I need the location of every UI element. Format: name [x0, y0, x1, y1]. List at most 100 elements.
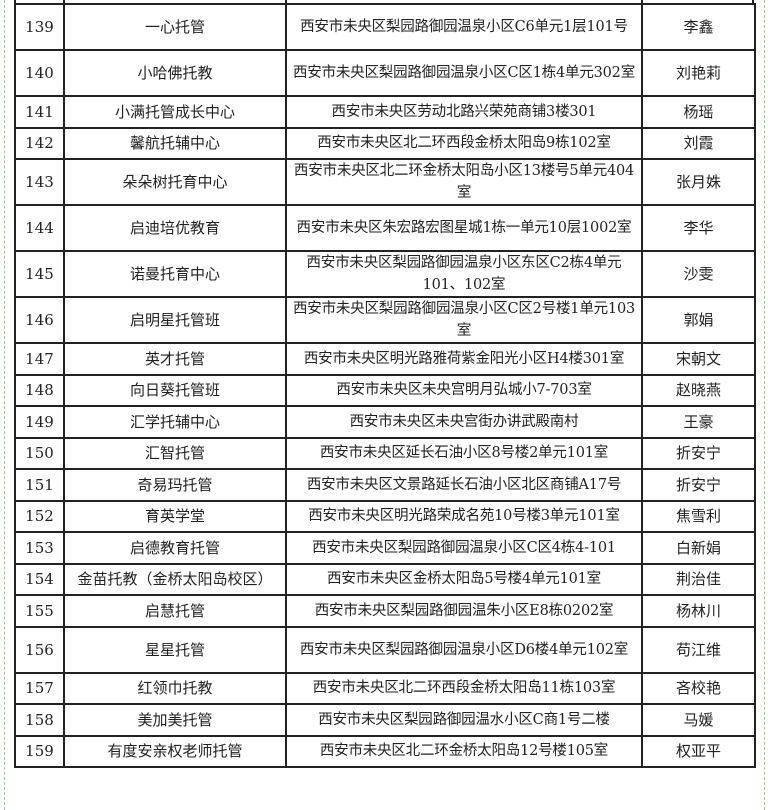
institution-address: 西安市未央区北二环西段金桥太阳岛9栋102室 [285, 126, 643, 160]
row-number: 144 [14, 204, 65, 252]
table-row: 149 汇学托辅中心 西安市未央区未央宫街办讲武殿南村 王豪 [14, 405, 756, 439]
institution-name: 星星托管 [63, 625, 287, 674]
institution-name: 启明星托管班 [63, 296, 287, 344]
contact-person: 焦雪利 [641, 499, 756, 533]
institution-name: 朵朵树托育中心 [63, 158, 287, 206]
institution-address: 西安市未央区梨园路御园温泉小区C区1栋4单元302室 [285, 49, 643, 97]
row-number: 150 [14, 436, 65, 470]
row-number: 153 [14, 531, 65, 565]
institution-name: 馨航托辅中心 [63, 126, 287, 160]
contact-person: 杨瑶 [641, 95, 756, 129]
table-row: 159 有度安亲权老师托管 西安市未央区北二环金桥太阳岛12号楼105室 权亚平 [14, 734, 756, 768]
row-number: 149 [14, 405, 65, 439]
institution-table: 139 一心托管 西安市未央区梨园路御园温泉小区C6单元1层101号 李鑫 140 小哈佛… [14, 3, 756, 768]
institution-address: 西安市未央区北二环西段金桥太阳岛11栋103室 [285, 671, 643, 705]
institution-address: 西安市未央区劳动北路兴荣苑商铺3楼301 [285, 95, 643, 129]
institution-address: 西安市未央区梨园路御园温水小区C商1号二楼 [285, 703, 643, 737]
institution-name: 小满托管成长中心 [63, 95, 287, 129]
table-row: 158 美加美托管 西安市未央区梨园路御园温水小区C商1号二楼 马媛 [14, 703, 756, 737]
page-frame-right [764, 0, 765, 810]
institution-address: 西安市未央区梨园路御园温泉小区D6楼4单元102室 [285, 625, 643, 674]
row-number: 159 [14, 734, 65, 768]
contact-person: 吝校艳 [641, 671, 756, 705]
row-number: 152 [14, 499, 65, 533]
contact-person: 宋朝文 [641, 342, 756, 376]
row-number: 154 [14, 562, 65, 596]
table-row: 144 启迪培优教育 西安市未央区朱宏路宏图星城1栋一单元10层1002室 李华 [14, 204, 756, 252]
row-number: 139 [14, 3, 65, 51]
row-number: 142 [14, 126, 65, 160]
institution-name: 美加美托管 [63, 703, 287, 737]
table-row: 155 启慧托管 西安市未央区梨园路御园温朱小区E8栋0202室 杨林川 [14, 594, 756, 628]
table-row: 151 奇易玛托管 西安市未央区文景路延长石油小区北区商铺A17号 折安宁 [14, 468, 756, 502]
contact-person: 李鑫 [641, 3, 756, 51]
row-number: 148 [14, 373, 65, 407]
contact-person: 刘霞 [641, 126, 756, 160]
institution-name: 启德教育托管 [63, 531, 287, 565]
institution-name: 启迪培优教育 [63, 204, 287, 252]
row-number: 143 [14, 158, 65, 206]
table-row: 141 小满托管成长中心 西安市未央区劳动北路兴荣苑商铺3楼301 杨瑶 [14, 95, 756, 129]
table-row: 147 英才托管 西安市未央区明光路雅荷紫金阳光小区H4楼301室 宋朝文 [14, 342, 756, 376]
row-number: 140 [14, 49, 65, 97]
row-number: 141 [14, 95, 65, 129]
institution-name: 诺曼托育中心 [63, 250, 287, 298]
table-row: 146 启明星托管班 西安市未央区梨园路御园温泉小区C区2号楼1单元103室 郭娟 [14, 296, 756, 344]
page-frame-left [4, 0, 5, 810]
institution-name: 红领巾托教 [63, 671, 287, 705]
table-row: 157 红领巾托教 西安市未央区北二环西段金桥太阳岛11栋103室 吝校艳 [14, 671, 756, 705]
contact-person: 权亚平 [641, 734, 756, 768]
contact-person: 白新娟 [641, 531, 756, 565]
institution-name: 金苗托教（金桥太阳岛校区） [63, 562, 287, 596]
table-row: 145 诺曼托育中心 西安市未央区梨园路御园温泉小区东区C2栋4单元101、102室… [14, 250, 756, 298]
institution-address: 西安市未央区梨园路御园温泉小区C区4栋4-101 [285, 531, 643, 565]
institution-address: 西安市未央区延长石油小区8号楼2单元101室 [285, 436, 643, 470]
row-number: 157 [14, 671, 65, 705]
institution-name: 汇学托辅中心 [63, 405, 287, 439]
table-row: 154 金苗托教（金桥太阳岛校区） 西安市未央区金桥太阳岛5号楼4单元101室 荆治佳 [14, 562, 756, 596]
contact-person: 荆治佳 [641, 562, 756, 596]
table-row: 139 一心托管 西安市未央区梨园路御园温泉小区C6单元1层101号 李鑫 [14, 3, 756, 51]
row-number: 158 [14, 703, 65, 737]
row-number: 146 [14, 296, 65, 344]
institution-address: 西安市未央区明光路荣成名苑10号楼3单元101室 [285, 499, 643, 533]
institution-name: 启慧托管 [63, 594, 287, 628]
row-number: 151 [14, 468, 65, 502]
institution-address: 西安市未央区北二环金桥太阳岛12号楼105室 [285, 734, 643, 768]
institution-name: 向日葵托管班 [63, 373, 287, 407]
contact-person: 苟江维 [641, 625, 756, 674]
institution-name: 小哈佛托教 [63, 49, 287, 97]
institution-name: 一心托管 [63, 3, 287, 51]
institution-address: 西安市未央区梨园路御园温泉小区东区C2栋4单元101、102室 [285, 250, 643, 298]
institution-name: 英才托管 [63, 342, 287, 376]
contact-person: 折安宁 [641, 436, 756, 470]
institution-address: 西安市未央区未央宫街办讲武殿南村 [285, 405, 643, 439]
contact-person: 马媛 [641, 703, 756, 737]
table-row: 153 启德教育托管 西安市未央区梨园路御园温泉小区C区4栋4-101 白新娟 [14, 531, 756, 565]
institution-name: 奇易玛托管 [63, 468, 287, 502]
contact-person: 刘艳莉 [641, 49, 756, 97]
institution-address: 西安市未央区北二环金桥太阳岛小区13楼号5单元404室 [285, 158, 643, 206]
row-number: 145 [14, 250, 65, 298]
table-row: 143 朵朵树托育中心 西安市未央区北二环金桥太阳岛小区13楼号5单元404室 张月姝 [14, 158, 756, 206]
institution-address: 西安市未央区梨园路御园温泉小区C区2号楼1单元103室 [285, 296, 643, 344]
table-row: 140 小哈佛托教 西安市未央区梨园路御园温泉小区C区1栋4单元302室 刘艳莉 [14, 49, 756, 97]
contact-person: 赵晓燕 [641, 373, 756, 407]
contact-person: 李华 [641, 204, 756, 252]
table-row: 142 馨航托辅中心 西安市未央区北二环西段金桥太阳岛9栋102室 刘霞 [14, 126, 756, 160]
contact-person: 沙雯 [641, 250, 756, 298]
table-row: 150 汇智托管 西安市未央区延长石油小区8号楼2单元101室 折安宁 [14, 436, 756, 470]
contact-person: 折安宁 [641, 468, 756, 502]
row-number: 147 [14, 342, 65, 376]
previous-row-fragment [14, 0, 754, 3]
row-number: 155 [14, 594, 65, 628]
institution-address: 西安市未央区明光路雅荷紫金阳光小区H4楼301室 [285, 342, 643, 376]
row-number: 156 [14, 625, 65, 674]
table-row: 156 星星托管 西安市未央区梨园路御园温泉小区D6楼4单元102室 苟江维 [14, 625, 756, 674]
institution-address: 西安市未央区朱宏路宏图星城1栋一单元10层1002室 [285, 204, 643, 252]
table-row: 148 向日葵托管班 西安市未央区未央宫明月弘城小7-703室 赵晓燕 [14, 373, 756, 407]
institution-name: 汇智托管 [63, 436, 287, 470]
institution-name: 育英学堂 [63, 499, 287, 533]
contact-person: 杨林川 [641, 594, 756, 628]
contact-person: 郭娟 [641, 296, 756, 344]
